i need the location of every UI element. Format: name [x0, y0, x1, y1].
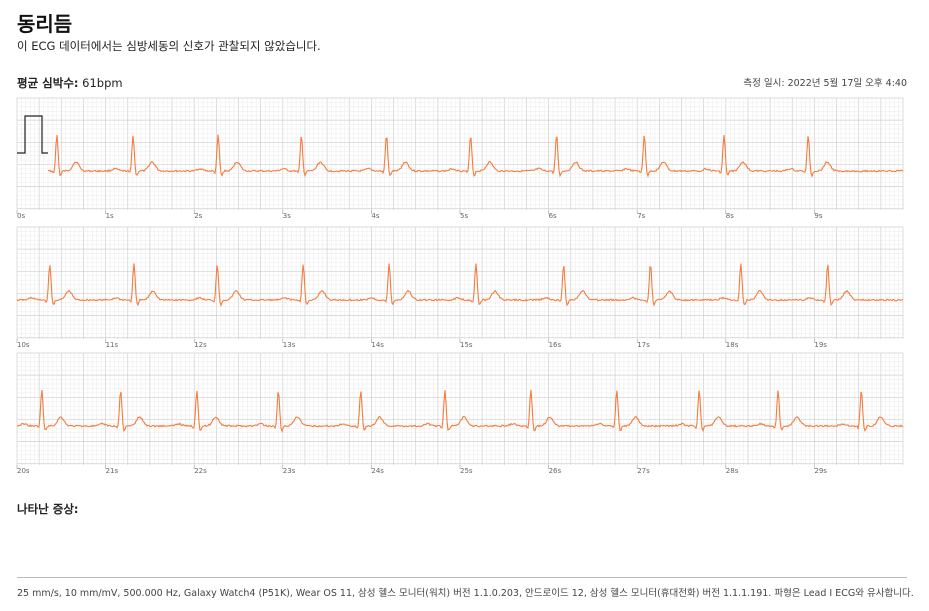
time-tick-label: 28s	[725, 467, 739, 475]
time-tick-label: 5s	[460, 212, 469, 220]
ecg-gridlines	[16, 226, 904, 339]
time-tick-label: 19s	[814, 341, 827, 349]
time-tick-label: 15s	[460, 341, 473, 349]
device-info-footer: 25 mm/s, 10 mm/mV, 500.000 Hz, Galaxy Wa…	[17, 588, 914, 599]
footer-divider	[17, 577, 907, 578]
ecg-gridlines	[16, 352, 904, 465]
time-tick-label: 17s	[637, 341, 650, 349]
time-tick-label: 21s	[105, 467, 119, 475]
time-tick-label: 13s	[282, 341, 296, 349]
time-tick-label: 18s	[725, 341, 739, 349]
time-tick-label: 26s	[548, 467, 562, 475]
page-title: 동리듬	[17, 12, 73, 36]
time-tick-label: 22s	[194, 467, 207, 475]
time-tick-label: 27s	[637, 467, 650, 475]
symptoms-label: 나타난 증상:	[17, 502, 79, 516]
time-tick-label: 3s	[282, 212, 291, 220]
ecg-trace	[16, 389, 904, 433]
time-tick-label: 10s	[17, 341, 30, 349]
time-tick-label: 23s	[282, 467, 296, 475]
time-tick-label: 25s	[460, 467, 473, 475]
result-description: 이 ECG 데이터에서는 심방세동의 신호가 관찰되지 않았습니다.	[17, 39, 321, 53]
ecg-gridlines	[16, 97, 904, 210]
average-heart-rate: 평균 심박수: 61bpm	[17, 75, 123, 91]
time-tick-label: 9s	[814, 212, 823, 220]
ecg-strip-2: 10s 11s 12s 13s 14s 15s 16s 17s 18s 19s	[16, 226, 904, 349]
time-tick-label: 0s	[17, 212, 26, 220]
ecg-grid-1	[16, 97, 904, 214]
ecg-trace	[47, 134, 904, 178]
time-tick-label: 1s	[105, 212, 114, 220]
time-tick-label: 24s	[371, 467, 384, 475]
time-tick-label: 2s	[194, 212, 203, 220]
measurement-datetime: 측정 일시: 2022년 5월 17일 오후 4:40	[743, 78, 907, 89]
time-tick-label: 29s	[814, 467, 827, 475]
ecg-grid-2	[16, 226, 904, 343]
time-tick-label: 14s	[371, 341, 384, 349]
time-tick-label: 11s	[105, 341, 119, 349]
time-tick-label: 20s	[17, 467, 30, 475]
ecg-strip-1: 0s 1s 2s 3s 4s 5s 6s 7s 8s 9s	[16, 97, 904, 220]
time-tick-label: 6s	[548, 212, 557, 220]
ecg-strip-3: 20s 21s 22s 23s 24s 25s 26s 27s 28s 29s	[16, 352, 904, 475]
ecg-trace	[16, 263, 904, 308]
time-tick-label: 4s	[371, 212, 380, 220]
average-heart-rate-value: 61bpm	[82, 76, 123, 90]
ecg-grid-3	[16, 352, 904, 469]
time-tick-label: 12s	[194, 341, 207, 349]
time-tick-label: 8s	[725, 212, 734, 220]
calibration-pulse	[17, 115, 48, 154]
time-tick-label: 16s	[548, 341, 562, 349]
time-tick-label: 7s	[637, 212, 646, 220]
average-heart-rate-label: 평균 심박수:	[17, 76, 79, 90]
